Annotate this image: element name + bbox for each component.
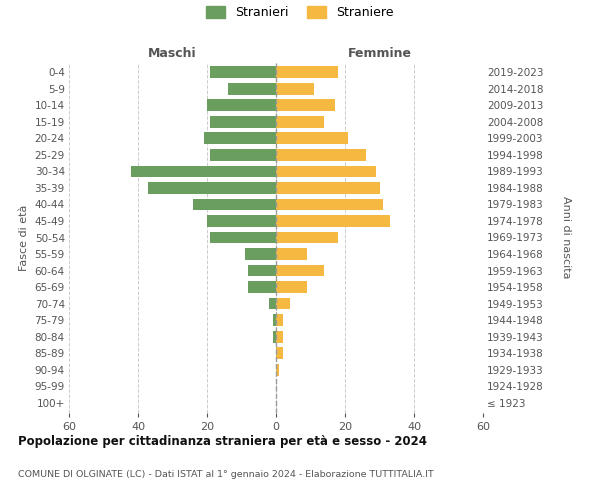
Bar bbox=[272, 314, 276, 326]
Bar bbox=[276, 132, 349, 144]
Y-axis label: Fasce di età: Fasce di età bbox=[19, 204, 29, 270]
Bar bbox=[276, 66, 338, 78]
Bar bbox=[276, 330, 283, 342]
Y-axis label: Anni di nascita: Anni di nascita bbox=[560, 196, 571, 278]
Bar bbox=[193, 198, 276, 210]
Bar bbox=[276, 298, 290, 310]
Legend: Stranieri, Straniere: Stranieri, Straniere bbox=[206, 6, 394, 19]
Bar bbox=[276, 347, 283, 359]
Bar bbox=[245, 248, 276, 260]
Bar bbox=[276, 264, 325, 276]
Bar bbox=[269, 298, 276, 310]
Bar bbox=[131, 166, 276, 177]
Bar bbox=[276, 116, 325, 128]
Bar bbox=[276, 314, 283, 326]
Bar bbox=[276, 166, 376, 177]
Bar bbox=[276, 364, 280, 376]
Bar bbox=[276, 232, 338, 243]
Text: Popolazione per cittadinanza straniera per età e sesso - 2024: Popolazione per cittadinanza straniera p… bbox=[18, 435, 427, 448]
Bar bbox=[276, 83, 314, 95]
Bar bbox=[248, 281, 276, 293]
Bar bbox=[248, 264, 276, 276]
Bar bbox=[276, 100, 335, 112]
Bar bbox=[211, 116, 276, 128]
Bar bbox=[211, 149, 276, 161]
Bar bbox=[203, 132, 276, 144]
Bar bbox=[211, 232, 276, 243]
Bar bbox=[211, 66, 276, 78]
Bar bbox=[207, 100, 276, 112]
Bar bbox=[207, 215, 276, 227]
Bar bbox=[276, 198, 383, 210]
Bar bbox=[228, 83, 276, 95]
Bar bbox=[148, 182, 276, 194]
Bar bbox=[276, 182, 380, 194]
Bar bbox=[276, 248, 307, 260]
Bar bbox=[276, 281, 307, 293]
Text: Femmine: Femmine bbox=[347, 47, 412, 60]
Text: COMUNE DI OLGINATE (LC) - Dati ISTAT al 1° gennaio 2024 - Elaborazione TUTTITALI: COMUNE DI OLGINATE (LC) - Dati ISTAT al … bbox=[18, 470, 434, 479]
Bar bbox=[276, 149, 366, 161]
Bar bbox=[272, 330, 276, 342]
Bar bbox=[276, 215, 390, 227]
Text: Maschi: Maschi bbox=[148, 47, 197, 60]
